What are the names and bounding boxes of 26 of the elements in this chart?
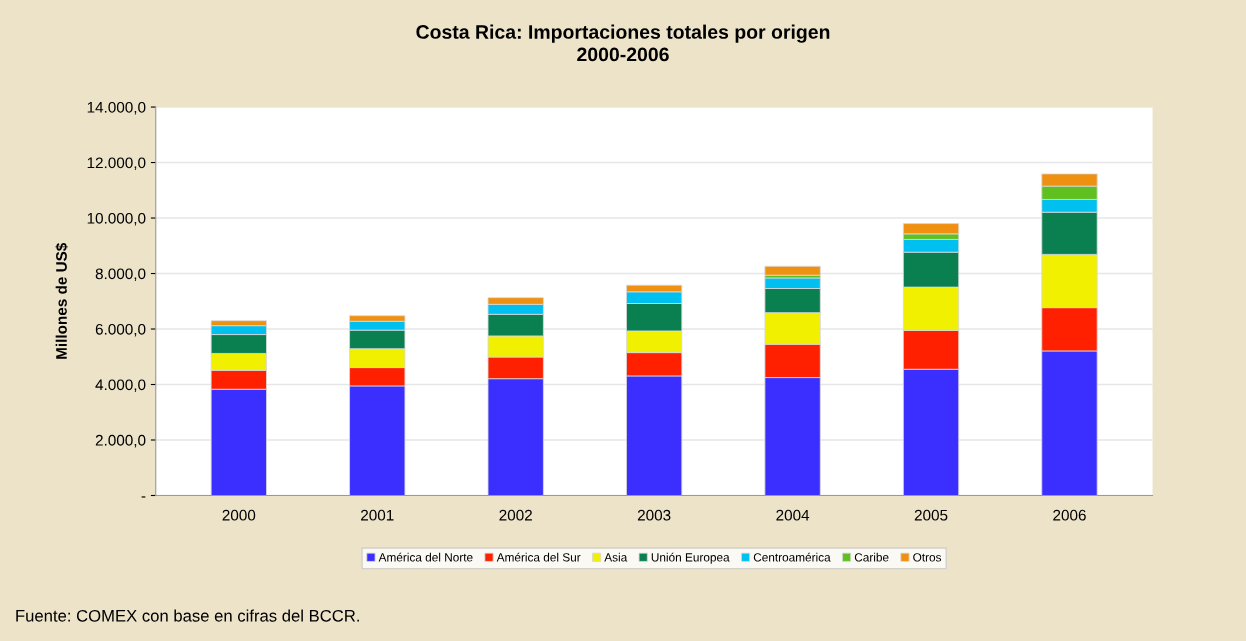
y-tick-label: 6.000,0	[95, 323, 146, 337]
bar	[764, 265, 821, 276]
y-tick-label: -	[141, 496, 146, 498]
x-tick-label: 2001	[361, 509, 394, 521]
x-tick-label: 2000	[222, 509, 256, 521]
legend-label: Otros	[913, 553, 942, 562]
legend-label: Centroamérica	[753, 552, 831, 562]
legend-label: América del Sur	[496, 552, 581, 562]
y-tick-label: 14.000,0	[87, 101, 146, 115]
legend-label: Asia	[604, 552, 628, 562]
x-tick-label: 2002	[499, 509, 532, 521]
y-tick-label: 12.000,0	[87, 157, 146, 171]
legend-label: Caribe	[854, 552, 889, 562]
y-tick-label: 2.000,0	[95, 434, 146, 448]
y-tick-label: 8.000,0	[95, 268, 146, 282]
legend-label: América del Norte	[378, 552, 473, 562]
x-tick-label: 2005	[914, 509, 948, 521]
x-tick-label: 2006	[1053, 509, 1086, 521]
y-tick-label: 10.000,0	[87, 212, 146, 226]
x-tick-label: 2004	[776, 509, 810, 521]
x-tick-label: 2003	[637, 509, 671, 521]
y-axis-title: Millones de US$	[55, 242, 68, 359]
y-tick-label: 4.000,0	[95, 379, 146, 392]
chart-title: Costa Rica: Importaciones totales por origen 2000-2006	[416, 24, 830, 62]
source-note: Fuente: COMEX con base en cifras del BCCR.	[16, 609, 359, 622]
legend-label: Unión Europea	[651, 552, 730, 564]
